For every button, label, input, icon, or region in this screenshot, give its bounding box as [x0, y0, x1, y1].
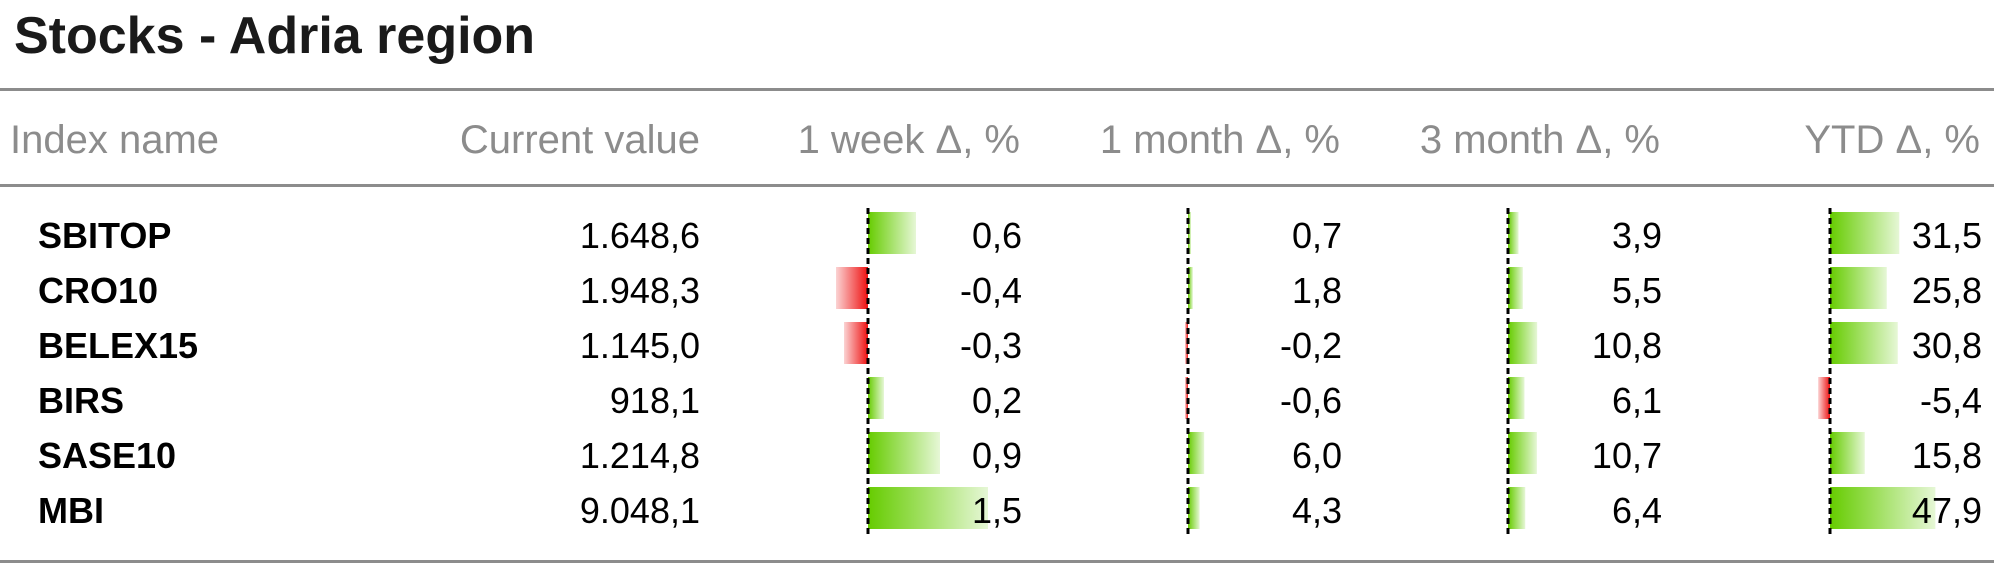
value-label-w1: 0,9 — [972, 435, 1022, 476]
value-label-ytd: 15,8 — [1912, 435, 1982, 476]
bar-w1 — [868, 487, 988, 529]
header-index-name: Index name — [10, 118, 220, 162]
bar-m1 — [1188, 267, 1193, 309]
value-label-m1: 6,0 — [1292, 435, 1342, 476]
value-label-m3: 10,8 — [1592, 325, 1662, 366]
value-label-m1: 4,3 — [1292, 490, 1342, 531]
bar-m3 — [1508, 212, 1519, 254]
bar-w1 — [868, 212, 916, 254]
bar-m1 — [1188, 432, 1205, 474]
bar-ytd — [1818, 377, 1830, 419]
bar-ytd — [1830, 267, 1887, 309]
bar-m3 — [1508, 377, 1525, 419]
current-value: 1.145,0 — [580, 325, 700, 366]
top-rule — [0, 88, 1994, 91]
current-value: 918,1 — [610, 380, 700, 421]
value-label-m1: -0,2 — [1280, 325, 1342, 366]
bar-w1 — [836, 267, 868, 309]
index-name: CRO10 — [38, 270, 158, 311]
header-current-value: Current value — [459, 118, 700, 162]
value-label-ytd: 47,9 — [1912, 490, 1982, 531]
value-label-ytd: 31,5 — [1912, 215, 1982, 256]
bar-w1 — [868, 377, 884, 419]
current-value: 1.648,6 — [580, 215, 700, 256]
value-label-m1: -0,6 — [1280, 380, 1342, 421]
header-3-month: 3 month Δ, % — [1419, 118, 1660, 162]
value-label-m3: 3,9 — [1612, 215, 1662, 256]
value-label-w1: -0,3 — [960, 325, 1022, 366]
value-label-m3: 5,5 — [1612, 270, 1662, 311]
value-label-m1: 1,8 — [1292, 270, 1342, 311]
header-1-month: 1 month Δ, % — [1099, 118, 1340, 162]
current-value: 9.048,1 — [580, 490, 700, 531]
value-label-w1: 1,5 — [972, 490, 1022, 531]
value-label-m3: 10,7 — [1592, 435, 1662, 476]
value-label-w1: 0,6 — [972, 215, 1022, 256]
page-title: Stocks - Adria region — [14, 7, 536, 65]
bar-m3 — [1508, 487, 1526, 529]
bar-m3 — [1508, 432, 1537, 474]
bottom-rule — [0, 560, 1994, 563]
value-label-m3: 6,1 — [1612, 380, 1662, 421]
current-value: 1.214,8 — [580, 435, 700, 476]
bar-m3 — [1508, 322, 1538, 364]
index-name: BELEX15 — [38, 325, 198, 366]
bar-m3 — [1508, 267, 1523, 309]
bar-m1 — [1188, 487, 1200, 529]
value-label-ytd: 30,8 — [1912, 325, 1982, 366]
bar-w1 — [844, 322, 868, 364]
header-rule — [0, 184, 1994, 187]
value-label-m1: 0,7 — [1292, 215, 1342, 256]
index-name: SASE10 — [38, 435, 176, 476]
header-ytd: YTD Δ, % — [1804, 118, 1980, 162]
index-name: BIRS — [38, 380, 124, 421]
value-label-m3: 6,4 — [1612, 490, 1662, 531]
bar-ytd — [1830, 322, 1898, 364]
header-1-week: 1 week Δ, % — [797, 118, 1020, 162]
value-label-ytd: -5,4 — [1920, 380, 1982, 421]
bar-ytd — [1830, 212, 1900, 254]
current-value: 1.948,3 — [580, 270, 700, 311]
bar-ytd — [1830, 432, 1865, 474]
index-name: SBITOP — [38, 215, 171, 256]
value-label-w1: 0,2 — [972, 380, 1022, 421]
value-label-w1: -0,4 — [960, 270, 1022, 311]
value-label-ytd: 25,8 — [1912, 270, 1982, 311]
index-name: MBI — [38, 490, 104, 531]
bar-w1 — [868, 432, 940, 474]
bar-ytd — [1830, 487, 1936, 529]
